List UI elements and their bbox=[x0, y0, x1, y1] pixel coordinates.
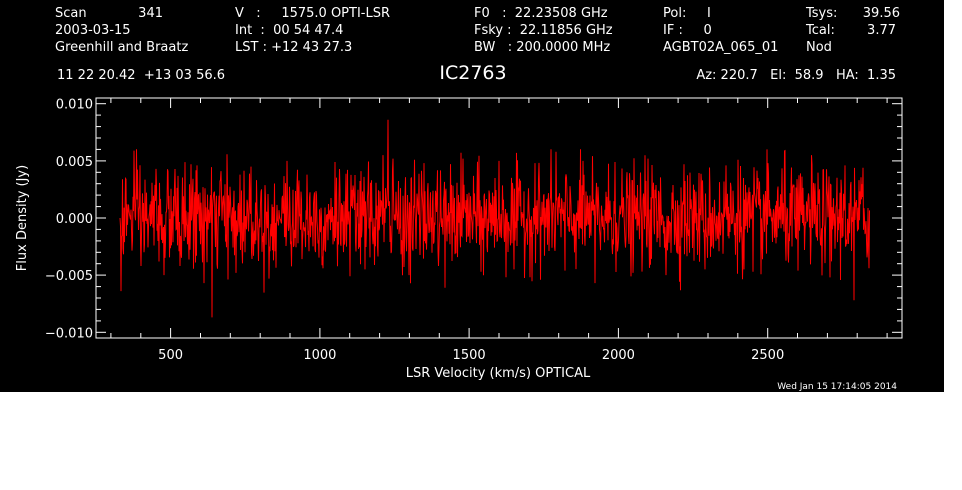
tcal-label: Tcal: bbox=[805, 23, 835, 38]
spectrum-series bbox=[119, 119, 870, 318]
spectrum-line bbox=[119, 119, 870, 318]
y-tick-label: 0.000 bbox=[56, 212, 93, 227]
observation-date: 2003-03-15 bbox=[55, 23, 131, 38]
observer-names: Greenhill and Braatz bbox=[55, 40, 188, 55]
y-tick-label: −0.005 bbox=[45, 269, 93, 284]
tsys-label: Tsys: bbox=[805, 6, 837, 21]
switching-mode: Nod bbox=[806, 40, 832, 55]
source-name: IC2763 bbox=[439, 62, 506, 84]
y-tick-label: 0.005 bbox=[56, 155, 93, 170]
plot-timestamp: Wed Jan 15 17:14:05 2014 bbox=[777, 382, 897, 392]
y-tick-label: 0.010 bbox=[56, 98, 93, 113]
if-line: IF : 0 bbox=[663, 23, 712, 38]
y-tick-labels: −0.010 −0.005 0.000 0.005 0.010 bbox=[45, 98, 93, 342]
spectrum-plot: Scan 341 2003-03-15 Greenhill and Braatz… bbox=[15, 6, 903, 392]
project-id: AGBT02A_065_01 bbox=[663, 40, 778, 55]
plot-window: Scan 341 2003-03-15 Greenhill and Braatz… bbox=[0, 0, 944, 392]
lst-line: LST : +12 43 27.3 bbox=[235, 40, 352, 55]
x-tick-label: 2000 bbox=[602, 348, 635, 363]
bandwidth-line: BW : 200.0000 MHz bbox=[474, 40, 610, 55]
velocity-line: V : 1575.0 OPTI-LSR bbox=[235, 6, 390, 21]
x-tick-label: 500 bbox=[158, 348, 183, 363]
x-axis-title: LSR Velocity (km/s) OPTICAL bbox=[406, 366, 591, 381]
x-tick-label: 1500 bbox=[453, 348, 486, 363]
x-tick-label: 1000 bbox=[303, 348, 336, 363]
pointing-info: Az: 220.7 El: 58.9 HA: 1.35 bbox=[696, 68, 896, 83]
tcal-value: 3.77 bbox=[867, 23, 896, 38]
source-coordinates: 11 22 20.42 +13 03 56.6 bbox=[57, 68, 225, 83]
rest-frequency-line: F0 : 22.23508 GHz bbox=[474, 6, 608, 21]
polarization-line: Pol: I bbox=[663, 6, 711, 21]
tsys-value: 39.56 bbox=[863, 6, 900, 21]
scan-number: 341 bbox=[138, 6, 163, 21]
x-tick-label: 2500 bbox=[751, 348, 784, 363]
axis-ticks bbox=[96, 98, 902, 338]
scan-label: Scan bbox=[55, 6, 87, 21]
integration-time-line: Int : 00 54 47.4 bbox=[235, 23, 343, 38]
y-axis-title: Flux Density (Jy) bbox=[15, 165, 30, 271]
sky-frequency-line: Fsky : 22.11856 GHz bbox=[474, 23, 613, 38]
x-tick-labels: 500 1000 1500 2000 2500 bbox=[158, 348, 784, 363]
y-tick-label: −0.010 bbox=[45, 326, 93, 341]
